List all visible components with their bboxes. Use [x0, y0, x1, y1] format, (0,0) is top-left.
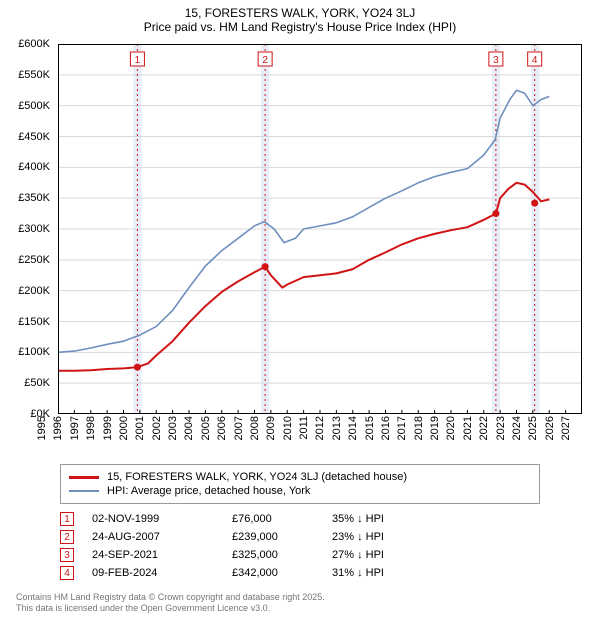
marker-price: £325,000: [232, 549, 332, 561]
footer-text: Contains HM Land Registry data © Crown c…: [16, 592, 325, 615]
y-tick-label: £600K: [18, 38, 50, 50]
marker-badge: 2: [60, 530, 74, 544]
y-tick-label: £250K: [18, 254, 50, 266]
marker-price: £342,000: [232, 567, 332, 579]
legend-swatch-hpi: [69, 490, 99, 492]
marker-date: 24-AUG-2007: [92, 531, 232, 543]
legend-label-hpi: HPI: Average price, detached house, York: [107, 485, 310, 497]
svg-text:4: 4: [532, 55, 538, 66]
marker-date: 24-SEP-2021: [92, 549, 232, 561]
marker-badge: 4: [60, 566, 74, 580]
marker-row: 2 24-AUG-2007£239,00023% ↓ HPI: [60, 530, 540, 544]
footer-line2: This data is licensed under the Open Gov…: [16, 603, 325, 614]
y-tick-label: £350K: [18, 192, 50, 204]
marker-date: 02-NOV-1999: [92, 513, 232, 525]
legend-label-price-paid: 15, FORESTERS WALK, YORK, YO24 3LJ (deta…: [107, 471, 407, 483]
y-tick-label: £400K: [18, 161, 50, 173]
marker-row: 1 02-NOV-1999£76,00035% ↓ HPI: [60, 512, 540, 526]
y-tick-label: £450K: [18, 131, 50, 143]
y-tick-label: £300K: [18, 223, 50, 235]
legend-row-price-paid: 15, FORESTERS WALK, YORK, YO24 3LJ (deta…: [69, 471, 531, 483]
y-tick-label: £500K: [18, 100, 50, 112]
svg-text:3: 3: [493, 55, 499, 66]
marker-row: 4 09-FEB-2024£342,00031% ↓ HPI: [60, 566, 540, 580]
y-axis-labels: £0K£50K£100K£150K£200K£250K£300K£350K£40…: [2, 38, 56, 408]
chart-title-line2: Price paid vs. HM Land Registry's House …: [0, 20, 600, 34]
chart-plot-area: 1 2 3 4: [58, 44, 582, 414]
marker-delta: 27% ↓ HPI: [332, 549, 452, 561]
marker-delta: 35% ↓ HPI: [332, 513, 452, 525]
y-tick-label: £100K: [18, 346, 50, 358]
footer-line1: Contains HM Land Registry data © Crown c…: [16, 592, 325, 603]
marker-price: £76,000: [232, 513, 332, 525]
y-tick-label: £550K: [18, 69, 50, 81]
legend-box: 15, FORESTERS WALK, YORK, YO24 3LJ (deta…: [60, 464, 540, 504]
svg-text:2: 2: [262, 55, 268, 66]
legend-row-hpi: HPI: Average price, detached house, York: [69, 485, 531, 497]
svg-text:1: 1: [135, 55, 141, 66]
marker-badge: 3: [60, 548, 74, 562]
y-tick-label: £200K: [18, 285, 50, 297]
marker-delta: 23% ↓ HPI: [332, 531, 452, 543]
chart-title-line1: 15, FORESTERS WALK, YORK, YO24 3LJ: [0, 6, 600, 20]
marker-date: 09-FEB-2024: [92, 567, 232, 579]
markers-table: 1 02-NOV-1999£76,00035% ↓ HPI 2 24-AUG-2007…: [60, 508, 540, 584]
chart-page: { "title_line1": "15, FORESTERS WALK, YO…: [0, 0, 600, 620]
marker-price: £239,000: [232, 531, 332, 543]
x-tick-label: 2027: [560, 416, 600, 440]
marker-badge: 1: [60, 512, 74, 526]
x-axis-labels: 1995199619971998199920002001200220032004…: [58, 416, 582, 460]
y-tick-label: £150K: [18, 316, 50, 328]
marker-row: 3 24-SEP-2021£325,00027% ↓ HPI: [60, 548, 540, 562]
chart-svg: 1 2 3 4: [58, 44, 582, 414]
y-tick-label: £50K: [24, 377, 50, 389]
legend-swatch-price-paid: [69, 476, 99, 479]
marker-delta: 31% ↓ HPI: [332, 567, 452, 579]
